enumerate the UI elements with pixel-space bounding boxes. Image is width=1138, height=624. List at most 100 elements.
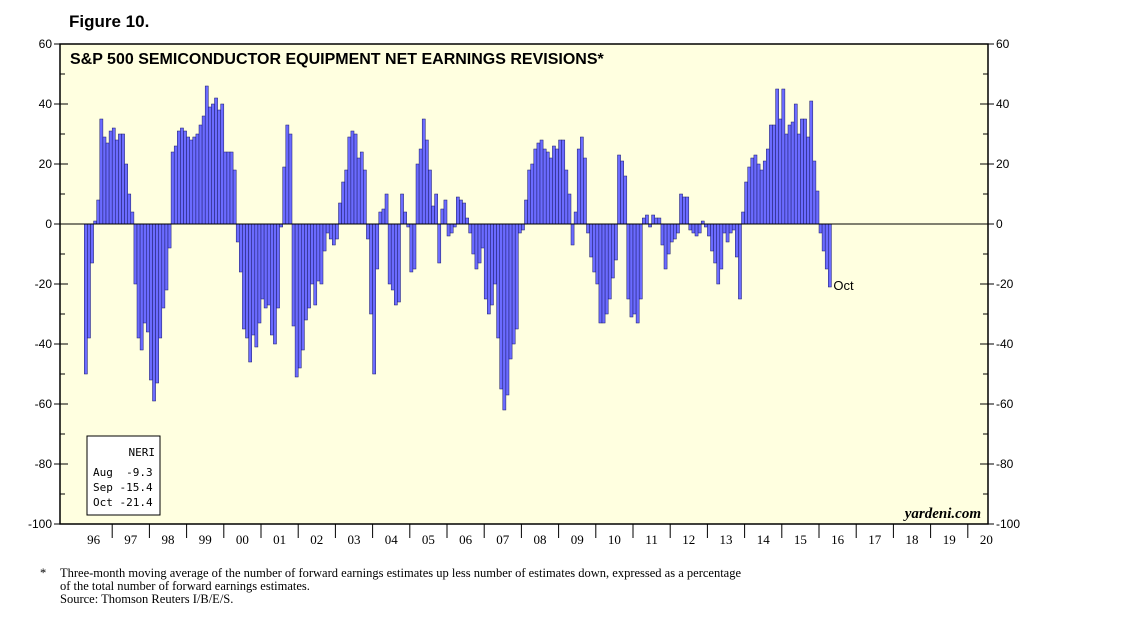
bar — [679, 193, 683, 225]
bar — [397, 223, 401, 303]
bar — [459, 199, 463, 225]
bar — [775, 88, 779, 225]
bar — [542, 148, 547, 225]
watermark: yardeni.com — [903, 506, 981, 522]
bar — [409, 223, 414, 273]
y-tick-label-left: -100 — [28, 517, 52, 531]
bar — [573, 211, 578, 225]
bar — [759, 169, 764, 225]
y-tick-label-left: 60 — [39, 37, 53, 51]
bar — [282, 166, 287, 225]
legend-box: NERI Aug -9.3 Sep -15.4 Oct -21.4 — [86, 435, 161, 516]
y-tick-label-left: -40 — [35, 337, 53, 351]
bar — [772, 124, 776, 225]
bar — [310, 223, 314, 285]
bar — [790, 121, 795, 225]
x-axis: 96 97 98 99 00 01 02 03 04 05 06 07 08 09 10 11 12 13 14 15… — [87, 524, 993, 547]
x-tick-label: 06 — [459, 532, 473, 547]
bar — [728, 223, 733, 234]
bar — [685, 196, 690, 225]
bar — [394, 223, 398, 306]
bar — [514, 223, 519, 330]
bar — [99, 118, 104, 225]
bar — [496, 223, 500, 339]
bar — [266, 223, 271, 306]
bar — [372, 223, 376, 375]
x-tick-label: 04 — [385, 532, 399, 547]
bar — [595, 223, 600, 285]
bar — [248, 223, 252, 363]
bar — [735, 223, 739, 258]
bar — [403, 211, 407, 225]
bar — [511, 223, 516, 345]
bar — [707, 223, 711, 237]
bar — [762, 160, 767, 225]
bar — [499, 223, 504, 390]
bar — [124, 163, 128, 225]
bar — [580, 136, 584, 225]
bar — [381, 208, 386, 225]
bar — [812, 160, 817, 225]
bar — [607, 223, 612, 300]
x-tick-label: 16 — [831, 532, 845, 547]
bar — [713, 223, 717, 264]
bar — [226, 151, 231, 225]
chart-title: S&P 500 SEMICONDUCTOR EQUIPMENT NET EARN… — [70, 51, 605, 68]
bar — [824, 223, 829, 270]
bar — [750, 157, 755, 225]
bar — [294, 223, 299, 378]
bar — [146, 223, 150, 333]
bar — [766, 148, 770, 225]
bar — [108, 130, 113, 225]
bar — [155, 223, 159, 384]
bar — [214, 97, 218, 225]
bar — [313, 223, 318, 306]
bar — [570, 223, 575, 246]
y-tick-label-left: -20 — [35, 277, 53, 291]
bar — [598, 223, 603, 324]
bar — [418, 148, 423, 225]
bar — [180, 127, 184, 225]
bar — [136, 223, 141, 339]
bar — [552, 145, 556, 225]
bar — [651, 214, 655, 225]
bar — [260, 223, 265, 300]
bar — [722, 223, 727, 234]
bar — [806, 136, 810, 225]
bar — [170, 151, 175, 225]
bar — [797, 133, 801, 225]
bar — [800, 118, 804, 225]
y-tick-label-left: -60 — [35, 397, 53, 411]
bar — [666, 223, 671, 255]
bar — [747, 166, 752, 225]
bar — [161, 223, 166, 309]
bar — [468, 223, 473, 234]
bar — [446, 223, 451, 237]
bar — [741, 211, 745, 225]
bar — [359, 151, 364, 225]
bar — [787, 124, 792, 225]
bar — [443, 199, 448, 225]
bar — [688, 223, 693, 231]
bar — [127, 193, 132, 225]
bar — [474, 223, 479, 270]
y-tick-label-right: -100 — [996, 517, 1020, 531]
bar — [84, 223, 88, 375]
x-tick-label: 10 — [608, 532, 621, 547]
bar — [87, 223, 91, 339]
bar — [245, 223, 249, 339]
y-tick-label-right: 40 — [996, 97, 1010, 111]
bar — [192, 136, 197, 225]
bar — [235, 223, 240, 243]
bar — [617, 154, 621, 225]
bar — [769, 124, 773, 225]
bar — [601, 223, 606, 324]
bar — [102, 136, 107, 225]
bar — [415, 163, 420, 225]
y-axis-right: 60 40 20 0 -20 -40 -60 -80 -100 — [996, 37, 1020, 531]
bar — [663, 223, 668, 270]
x-tick-label: 98 — [162, 532, 175, 547]
bar — [133, 223, 138, 285]
bar — [273, 223, 277, 345]
footnote: * Three-month moving average of the numb… — [40, 567, 741, 606]
